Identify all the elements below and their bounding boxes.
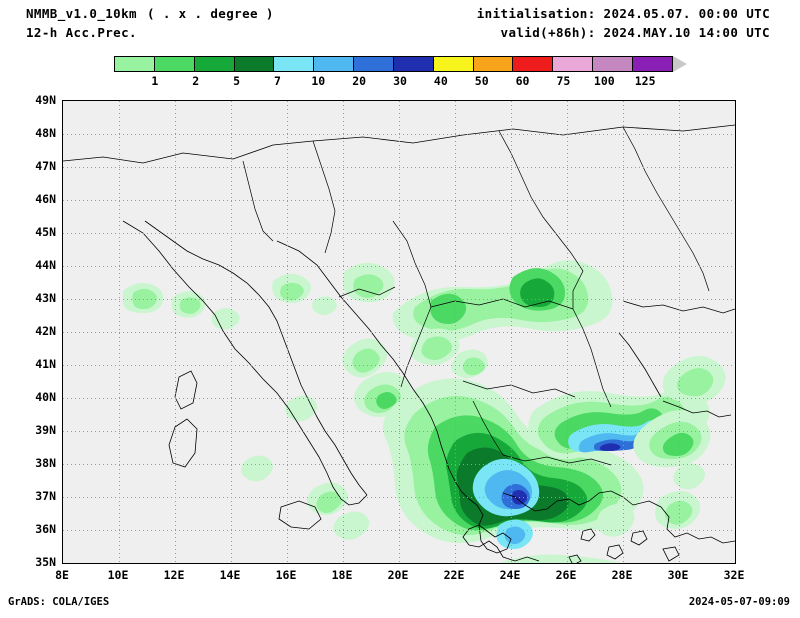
colorbar-swatch xyxy=(233,56,275,72)
longitude-gridline xyxy=(511,101,512,563)
longitude-gridline xyxy=(175,101,176,563)
longitude-label: 32E xyxy=(723,568,745,582)
latitude-label: 39N xyxy=(35,423,56,437)
latitude-label: 48N xyxy=(35,126,56,140)
valid-time: valid(+86h): 2024.MAY.10 14:00 UTC xyxy=(500,25,770,40)
colorbar-swatch xyxy=(353,56,394,72)
longitude-gridline xyxy=(231,101,232,563)
colorbar-swatch xyxy=(592,56,633,72)
longitude-label: 28E xyxy=(611,568,633,582)
colorbar-tick-label: 60 xyxy=(515,74,530,88)
colorbar-tick-label: 100 xyxy=(593,74,615,88)
colorbar-swatches xyxy=(100,56,687,72)
longitude-gridline xyxy=(343,101,344,563)
latitude-label: 37N xyxy=(35,489,56,503)
longitude-label: 20E xyxy=(387,568,409,582)
colorbar-tick-label: 5 xyxy=(233,74,241,88)
colorbar-swatch xyxy=(193,56,235,72)
colorbar-swatch xyxy=(392,56,434,72)
colorbar-swatch xyxy=(432,56,474,72)
colorbar-right-arrow xyxy=(672,56,687,72)
colorbar-swatch xyxy=(472,56,514,72)
longitude-label: 8E xyxy=(55,568,69,582)
latitude-label: 45N xyxy=(35,225,56,239)
colorbar-tick-label: 1 xyxy=(151,74,159,88)
header-model-line: NMMB_v1.0_10km ( . x . degree ) xyxy=(26,6,274,21)
colorbar-swatch xyxy=(512,56,554,72)
longitude-label: 24E xyxy=(499,568,521,582)
longitude-gridline xyxy=(287,101,288,563)
colorbar-swatch xyxy=(114,56,155,72)
longitude-label: 30E xyxy=(667,568,689,582)
longitude-label: 18E xyxy=(331,568,353,582)
initialisation-time: initialisation: 2024.05.07. 00:00 UTC xyxy=(476,6,770,21)
footer-timestamp: 2024-05-07-09:09 xyxy=(688,596,790,608)
latitude-label: 46N xyxy=(35,192,56,206)
colorbar-tick-label: 125 xyxy=(634,74,656,88)
latitude-label: 42N xyxy=(35,324,56,338)
coastlines xyxy=(63,124,735,563)
colorbar: 1 2 5 7 10 20 30 40 50 60 75 100 125 xyxy=(100,56,700,88)
footer-credit: GrADS: COLA/IGES xyxy=(8,596,110,608)
model-name: NMMB_v1.0_10km xyxy=(26,6,137,21)
colorbar-labels: 1 2 5 7 10 20 30 40 50 60 75 100 125 xyxy=(100,74,700,88)
map-svg xyxy=(63,124,735,563)
colorbar-left-arrow xyxy=(100,56,114,72)
latitude-label: 38N xyxy=(35,456,56,470)
colorbar-swatch xyxy=(631,56,673,72)
latitude-label: 49N xyxy=(35,93,56,107)
header: NMMB_v1.0_10km ( . x . degree ) 12-h Acc.… xyxy=(0,0,800,52)
header-right: initialisation: 2024.05.07. 00:00 UTC va… xyxy=(477,6,770,40)
longitude-gridline xyxy=(399,101,400,563)
longitude-gridline xyxy=(623,101,624,563)
colorbar-swatch xyxy=(552,56,594,72)
map-plot-area xyxy=(62,100,736,564)
longitude-gridline xyxy=(455,101,456,563)
latitude-label: 35N xyxy=(35,555,56,569)
latitude-label: 41N xyxy=(35,357,56,371)
latitude-label: 43N xyxy=(35,291,56,305)
colorbar-tick-label: 20 xyxy=(352,74,367,88)
longitude-gridline xyxy=(679,101,680,563)
header-left: NMMB_v1.0_10km ( . x . degree ) 12-h Acc.… xyxy=(26,6,274,40)
longitude-gridline xyxy=(567,101,568,563)
longitude-label: 10E xyxy=(107,568,129,582)
colorbar-swatch xyxy=(273,56,315,72)
longitude-label: 26E xyxy=(555,568,577,582)
latitude-label: 44N xyxy=(35,258,56,272)
colorbar-tick-label: 50 xyxy=(474,74,489,88)
longitude-gridline xyxy=(119,101,120,563)
latitude-label: 47N xyxy=(35,159,56,173)
precip-shading xyxy=(123,260,726,563)
field-name: 12-h Acc.Prec. xyxy=(26,25,137,40)
colorbar-tick-label: 10 xyxy=(311,74,326,88)
colorbar-tick-label: 30 xyxy=(393,74,407,88)
model-units: ( . x . degree ) xyxy=(146,6,274,21)
longitude-label: 16E xyxy=(275,568,297,582)
colorbar-tick-label: 40 xyxy=(433,74,448,88)
colorbar-tick-label: 2 xyxy=(192,74,200,88)
longitude-label: 22E xyxy=(443,568,465,582)
colorbar-tick-label: 75 xyxy=(556,74,571,88)
latitude-label: 36N xyxy=(35,522,56,536)
colorbar-swatch xyxy=(153,56,195,72)
colorbar-tick-label: 7 xyxy=(273,74,281,88)
latitude-label: 40N xyxy=(35,390,56,404)
longitude-label: 12E xyxy=(163,568,185,582)
longitude-label: 14E xyxy=(219,568,241,582)
colorbar-swatch xyxy=(313,56,355,72)
